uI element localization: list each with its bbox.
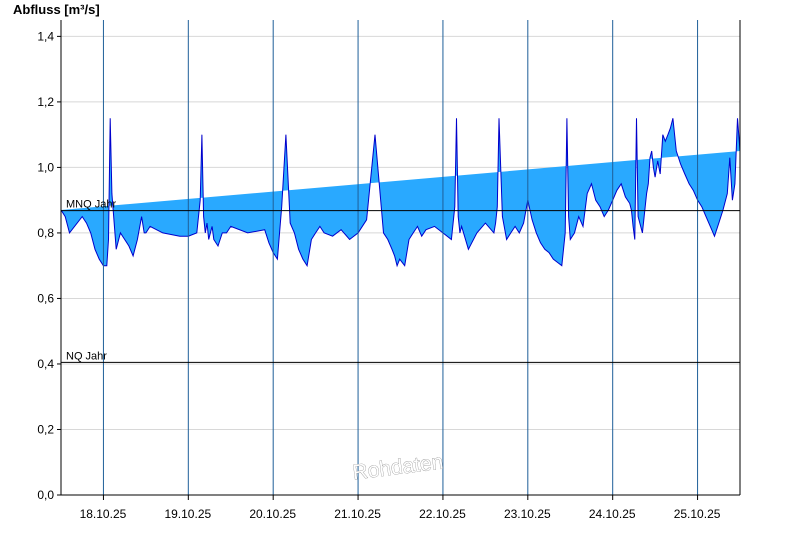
y-tick-label: 0,0: [37, 488, 54, 502]
x-tick-label: 23.10.25: [504, 507, 551, 521]
x-ticks: 18.10.25 19.10.25 20.10.25 21.10.25 22.10.25…: [80, 495, 721, 521]
y-tick-label: 0,8: [37, 226, 54, 240]
x-tick-label: 20.10.25: [249, 507, 296, 521]
y-tick-label: 1,4: [37, 29, 54, 43]
nq-reference-label: NQ Jahr: [66, 350, 107, 362]
y-ticks: 0,0 0,2 0,4 0,6 0,8 1,0 1,2 1,4: [37, 29, 61, 502]
y-tick-label: 0,2: [37, 422, 54, 436]
x-tick-label: 19.10.25: [164, 507, 211, 521]
x-tick-label: 22.10.25: [419, 507, 466, 521]
y-tick-label: 1,0: [37, 160, 54, 174]
x-tick-label: 24.10.25: [589, 507, 636, 521]
x-tick-label: 18.10.25: [80, 507, 127, 521]
x-tick-label: 21.10.25: [334, 507, 381, 521]
discharge-area: [61, 118, 740, 266]
day-dividers: [102, 20, 699, 495]
mnq-reference-label: MNQ Jahr: [66, 199, 116, 211]
y-tick-label: 0,4: [37, 357, 54, 371]
x-tick-label: 25.10.25: [674, 507, 721, 521]
y-axis-label: Abfluss [m³/s]: [13, 2, 100, 17]
y-tick-label: 0,6: [37, 291, 54, 305]
y-tick-label: 1,2: [37, 95, 54, 109]
